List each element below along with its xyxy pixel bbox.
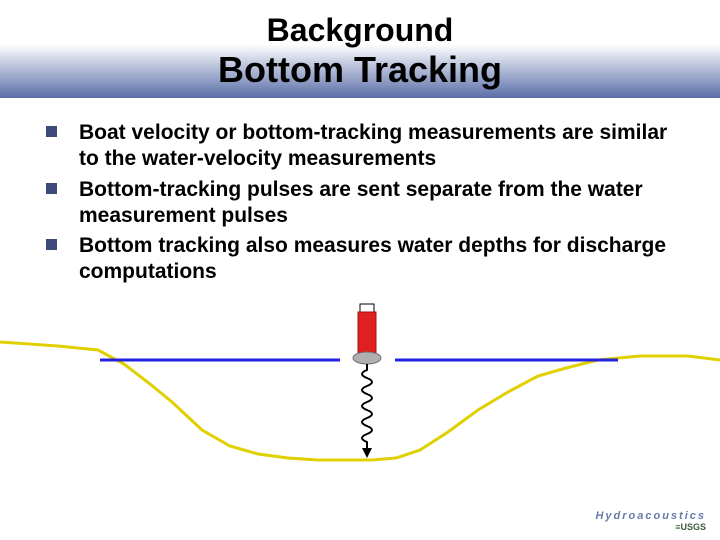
title-line-1: Background <box>267 12 454 48</box>
square-bullet-icon <box>46 183 57 194</box>
square-bullet-icon <box>46 126 57 137</box>
bullet-text: Bottom-tracking pulses are sent separate… <box>79 177 680 230</box>
slide-header: Background Bottom Tracking <box>0 0 720 98</box>
bullet-text: Bottom tracking also measures water dept… <box>79 233 680 286</box>
bullet-item: Boat velocity or bottom-tracking measure… <box>40 120 680 173</box>
slide-title: Background Bottom Tracking <box>0 12 720 90</box>
pulse-arrowhead <box>362 448 372 458</box>
footer-logo: Hydroacoustics ≡USGS <box>595 510 706 532</box>
sensor-body <box>358 312 376 356</box>
square-bullet-icon <box>46 239 57 250</box>
acoustic-pulse <box>362 364 372 450</box>
brand-text: Hydroacoustics <box>595 510 706 522</box>
bottom-tracking-diagram <box>0 298 720 498</box>
bullet-item: Bottom tracking also measures water dept… <box>40 233 680 286</box>
bullet-list: Boat velocity or bottom-tracking measure… <box>0 98 720 286</box>
title-line-2: Bottom Tracking <box>218 49 502 90</box>
bullet-text: Boat velocity or bottom-tracking measure… <box>79 120 680 173</box>
usgs-text: ≡USGS <box>595 522 706 532</box>
bullet-item: Bottom-tracking pulses are sent separate… <box>40 177 680 230</box>
sensor-transducer <box>353 352 381 364</box>
